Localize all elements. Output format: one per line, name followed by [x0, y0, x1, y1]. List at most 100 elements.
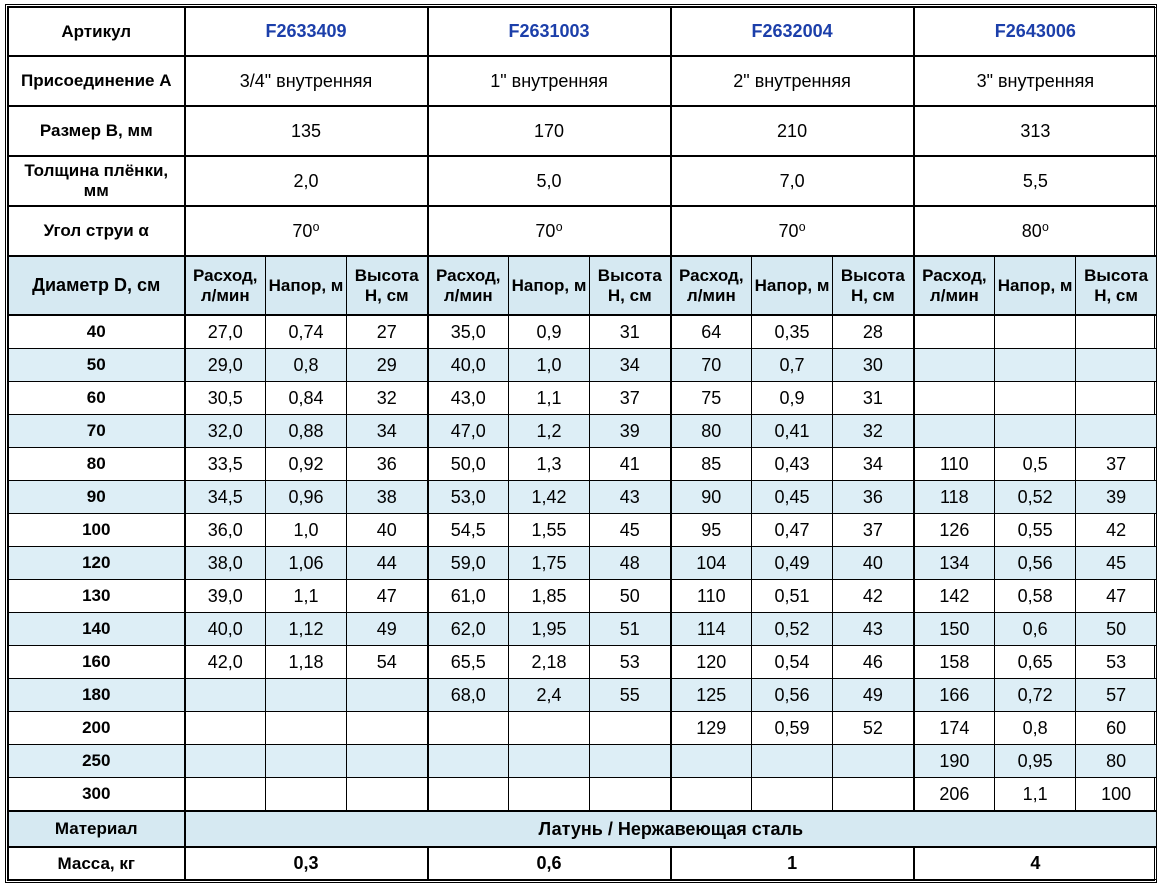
data-cell: [994, 348, 1077, 382]
data-cell: 0,72: [994, 678, 1077, 712]
data-cell: 0,49: [751, 546, 834, 580]
data-cell: 1,95: [508, 612, 591, 646]
spec-label: Артикул: [8, 7, 186, 57]
data-cell: 129: [669, 711, 753, 745]
spec-value: 5,0: [426, 155, 672, 207]
data-cell: [345, 678, 429, 712]
mass-label: Масса, кг: [8, 846, 186, 880]
data-cell: 0,92: [265, 447, 347, 481]
data-cell: 38: [345, 480, 429, 514]
table-row: 160 42,0 1,18 54 65,5 2,18 53 120 0,54 46 158 0,65 5…: [8, 645, 1158, 679]
data-cell: 75: [669, 381, 753, 415]
data-cell: 37: [1075, 447, 1158, 481]
data-cell: 40: [832, 546, 915, 580]
data-cell: 114: [669, 612, 753, 646]
perf-col-header: Расход, л/мин: [426, 255, 510, 316]
data-cell: 35,0: [426, 314, 510, 349]
data-cell: 47: [1075, 579, 1158, 613]
table-row: 300 206 1,1 100: [8, 777, 1158, 812]
diameter-value: 100: [8, 513, 186, 547]
data-cell: 64: [669, 314, 753, 349]
data-cell: 1,0: [508, 348, 591, 382]
data-cell: 104: [669, 546, 753, 580]
data-cell: 1,1: [508, 381, 591, 415]
data-cell: 55: [589, 678, 672, 712]
data-cell: 0,41: [751, 414, 834, 448]
data-cell: 2,18: [508, 645, 591, 679]
data-cell: 53,0: [426, 480, 510, 514]
data-cell: 134: [912, 546, 996, 580]
data-cell: 0,54: [751, 645, 834, 679]
data-cell: 30,5: [183, 381, 266, 415]
data-cell: 158: [912, 645, 996, 679]
spec-value: 70⁰: [669, 205, 915, 257]
data-cell: 42: [1075, 513, 1158, 547]
data-cell: 48: [589, 546, 672, 580]
diameter-value: 160: [8, 645, 186, 679]
data-cell: 29,0: [183, 348, 266, 382]
data-cell: 49: [345, 612, 429, 646]
data-cell: 68,0: [426, 678, 510, 712]
spec-value: 2" внутренняя: [669, 55, 915, 107]
table-row: 100 36,0 1,0 40 54,5 1,55 45 95 0,47 37 126 0,55 42: [8, 513, 1158, 547]
data-cell: 54,5: [426, 513, 510, 547]
data-cell: [1075, 381, 1158, 415]
data-cell: [345, 711, 429, 745]
data-cell: 27: [345, 314, 429, 349]
data-cell: 110: [912, 447, 996, 481]
data-cell: 0,56: [994, 546, 1077, 580]
data-cell: 70: [669, 348, 753, 382]
data-cell: 1,42: [508, 480, 591, 514]
data-cell: 38,0: [183, 546, 266, 580]
data-cell: [508, 777, 591, 812]
data-cell: [265, 777, 347, 812]
table-row: 180 68,0 2,4 55 125 0,56 49 166 0,72 57: [8, 678, 1158, 712]
spec-row-connection: Присоединение A 3/4" внутренняя 1" внутр…: [8, 55, 1158, 107]
data-cell: [265, 678, 347, 712]
data-cell: 34: [589, 348, 672, 382]
data-cell: [508, 744, 591, 778]
data-cell: [345, 744, 429, 778]
data-cell: 0,95: [994, 744, 1077, 778]
data-cell: 110: [669, 579, 753, 613]
data-cell: 49: [832, 678, 915, 712]
table-row: 130 39,0 1,1 47 61,0 1,85 50 110 0,51 42 142 0,58 47: [8, 579, 1158, 613]
data-cell: 90: [669, 480, 753, 514]
data-cell: [669, 777, 753, 812]
data-cell: [426, 777, 510, 812]
data-cell: [1075, 314, 1158, 349]
data-cell: [832, 777, 915, 812]
spec-row-jet-angle: Угол струи α 70⁰ 70⁰ 70⁰ 80⁰: [8, 205, 1158, 257]
spec-value: 7,0: [669, 155, 915, 207]
mass-value: 0,3: [183, 846, 429, 880]
material-value: Латунь / Нержавеющая сталь: [183, 810, 1158, 848]
diameter-value: 50: [8, 348, 186, 382]
perf-col-header: Напор, м: [751, 255, 834, 316]
data-cell: 40: [345, 513, 429, 547]
data-cell: 44: [345, 546, 429, 580]
data-cell: 0,59: [751, 711, 834, 745]
data-cell: [589, 711, 672, 745]
table-row: 80 33,5 0,92 36 50,0 1,3 41 85 0,43 34 110 0,5 37: [8, 447, 1158, 481]
table-row: 200 129 0,59 52 174 0,8 60: [8, 711, 1158, 745]
data-cell: [751, 777, 834, 812]
data-cell: 57: [1075, 678, 1158, 712]
perf-col-header: Расход, л/мин: [912, 255, 996, 316]
perf-col-header: Высота H, см: [345, 255, 429, 316]
data-cell: [912, 348, 996, 382]
data-cell: 0,9: [751, 381, 834, 415]
data-cell: 80: [669, 414, 753, 448]
data-cell: 0,7: [751, 348, 834, 382]
data-cell: 142: [912, 579, 996, 613]
data-cell: 29: [345, 348, 429, 382]
data-cell: 0,52: [751, 612, 834, 646]
data-cell: 46: [832, 645, 915, 679]
data-cell: 1,2: [508, 414, 591, 448]
data-cell: 0,8: [265, 348, 347, 382]
data-cell: 166: [912, 678, 996, 712]
material-row: Материал Латунь / Нержавеющая сталь: [8, 810, 1158, 848]
data-cell: 0,96: [265, 480, 347, 514]
data-cell: 1,12: [265, 612, 347, 646]
diameter-value: 40: [8, 314, 186, 349]
perf-header-row: Диаметр D, см Расход, л/мин Напор, м Высот…: [8, 255, 1158, 316]
